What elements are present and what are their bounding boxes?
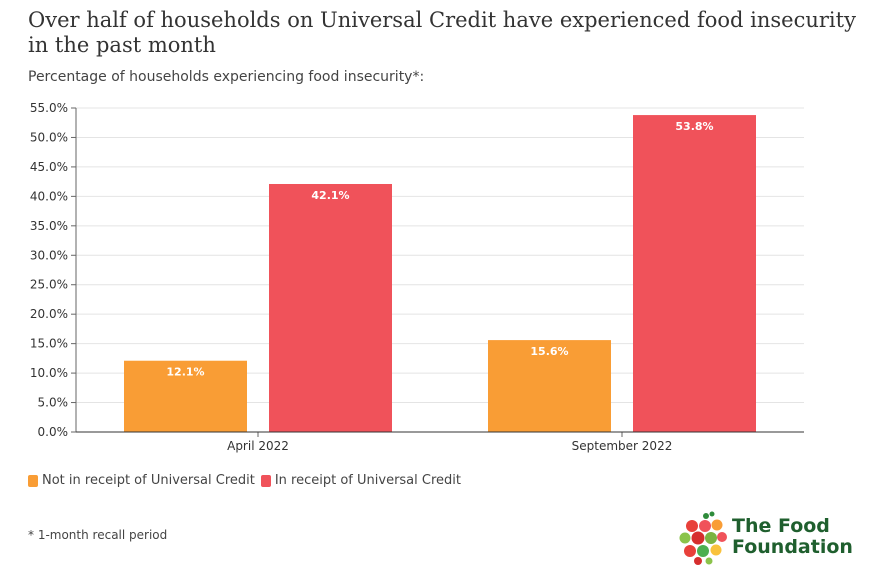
bar: [488, 340, 611, 432]
y-axis: 0.0% 5.0% 10.0% 15.0% 20.0% 25.0% 30.0% 35.0% 40…: [30, 101, 77, 439]
legend-label: In receipt of Universal Credit: [274, 473, 461, 488]
logo-fruit-icon: [679, 511, 727, 565]
y-tick-label: 30.0%: [30, 248, 68, 262]
x-axis: April 2022 September 2022: [76, 431, 804, 453]
legend-swatch-red: [260, 474, 271, 487]
food-foundation-logo: The Food Foundation: [676, 510, 866, 566]
y-tick-label: 10.0%: [30, 366, 68, 380]
bar: [633, 115, 756, 432]
bars: 12.1% 42.1% 15.6% 53.8%: [124, 115, 756, 432]
y-tick-label: 55.0%: [30, 101, 68, 115]
y-tick-label: 25.0%: [30, 278, 68, 292]
y-tick-label: 35.0%: [30, 219, 68, 233]
y-tick-label: 5.0%: [38, 396, 69, 410]
legend: Not in receipt of Universal Credit In re…: [28, 473, 461, 488]
legend-label: Not in receipt of Universal Credit: [42, 473, 255, 488]
legend-swatch-orange: [28, 474, 38, 487]
logo-text-line1: The Food: [732, 515, 830, 537]
bar: [124, 360, 247, 432]
chart-subtitle: Percentage of households experiencing fo…: [28, 69, 425, 85]
y-tick-label: 45.0%: [30, 160, 68, 174]
chart-title: Over half of households on Universal Cre…: [28, 8, 856, 57]
bar-chart: 0.0% 5.0% 10.0% 15.0% 20.0% 25.0% 30.0% 35.0% 40…: [30, 101, 804, 453]
x-tick-label: April 2022: [227, 439, 289, 453]
y-tick-label: 40.0%: [30, 189, 68, 203]
data-label: 15.6%: [530, 345, 568, 358]
y-tick-label: 0.0%: [38, 425, 69, 439]
legend-item-in-receipt[interactable]: In receipt of Universal Credit: [260, 473, 461, 488]
data-label: 12.1%: [166, 366, 204, 379]
logo-text-line2: Foundation: [732, 536, 853, 558]
y-tick-label: 20.0%: [30, 307, 68, 321]
y-tick-label: 15.0%: [30, 337, 68, 351]
footnote: * 1-month recall period: [28, 528, 168, 542]
x-tick-label: September 2022: [572, 439, 673, 453]
data-label: 53.8%: [675, 120, 713, 133]
data-label: 42.1%: [311, 189, 349, 202]
bar: [269, 183, 392, 432]
y-tick-label: 50.0%: [30, 130, 68, 144]
legend-item-not-in-receipt[interactable]: Not in receipt of Universal Credit: [28, 473, 255, 488]
